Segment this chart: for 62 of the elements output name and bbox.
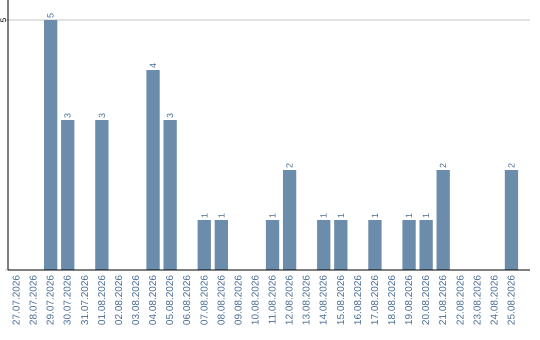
x-tick-label: 07.08.2026 — [199, 274, 210, 326]
data-label: 1 — [336, 212, 346, 218]
x-tick-label: 15.08.2026 — [336, 274, 347, 326]
x-tick-label: 08.08.2026 — [216, 274, 228, 326]
x-tick-label: 04.08.2026 — [148, 274, 160, 326]
bar — [419, 220, 433, 270]
bar — [368, 220, 382, 270]
x-tick-label: 14.08.2026 — [318, 274, 330, 326]
data-label: 4 — [148, 62, 158, 68]
x-tick-label: 25.08.2026 — [506, 274, 518, 326]
x-tick-label: 30.07.2026 — [62, 274, 74, 326]
bar — [504, 170, 518, 270]
x-tick-label: 06.08.2026 — [182, 274, 194, 326]
bar — [44, 20, 58, 270]
x-tick-label: 10.08.2026 — [250, 274, 262, 326]
bar — [317, 220, 330, 270]
x-tick-label: 27.07.2026 — [12, 274, 23, 326]
data-label: 3 — [96, 112, 107, 118]
data-label: 2 — [284, 162, 295, 168]
data-label: 2 — [438, 162, 448, 168]
data-label: 1 — [421, 212, 432, 218]
x-tick-label: 24.08.2026 — [489, 274, 500, 326]
bar — [198, 220, 211, 270]
x-tick-label: 12.08.2026 — [284, 274, 296, 326]
bar — [61, 120, 74, 270]
bar — [282, 170, 296, 270]
bar — [334, 220, 348, 270]
x-tick-label: 21.08.2026 — [438, 274, 450, 326]
bar — [436, 170, 450, 270]
x-tick-label: 16.08.2026 — [352, 274, 364, 326]
data-label: 1 — [216, 212, 226, 218]
bar — [266, 220, 280, 270]
x-tick-label: 02.08.2026 — [114, 274, 125, 326]
x-tick-label: 22.08.2026 — [455, 274, 466, 326]
data-label: 3 — [62, 112, 73, 118]
x-tick-label: 23.08.2026 — [472, 274, 484, 326]
data-label: 1 — [370, 212, 380, 218]
bar — [402, 220, 416, 270]
data-label: 1 — [318, 212, 329, 218]
bar — [146, 70, 160, 270]
x-tick-label: 28.07.2026 — [28, 274, 40, 326]
x-tick-label: 05.08.2026 — [165, 274, 176, 326]
data-label: 1 — [268, 212, 278, 218]
x-tick-label: 20.08.2026 — [421, 274, 432, 326]
data-label: 3 — [165, 112, 176, 118]
data-label: 5 — [46, 12, 56, 18]
bar — [163, 120, 177, 270]
bar — [95, 120, 109, 270]
x-tick-label: 19.08.2026 — [404, 274, 416, 326]
x-tick-label: 18.08.2026 — [387, 274, 398, 326]
x-tick-label: 09.08.2026 — [233, 274, 244, 326]
x-tick-label: 01.08.2026 — [96, 274, 108, 326]
x-tick-label: 31.07.2026 — [80, 274, 91, 326]
data-label: 1 — [404, 212, 414, 218]
x-tick-label: 17.08.2026 — [370, 274, 381, 326]
x-tick-label: 03.08.2026 — [131, 274, 142, 326]
x-tick-label: 13.08.2026 — [302, 274, 313, 326]
data-label: 1 — [199, 212, 210, 218]
data-label: 2 — [506, 162, 516, 168]
x-tick-label: 11.08.2026 — [268, 274, 279, 324]
bar — [214, 220, 228, 270]
x-tick-label: 29.07.2026 — [46, 274, 57, 326]
